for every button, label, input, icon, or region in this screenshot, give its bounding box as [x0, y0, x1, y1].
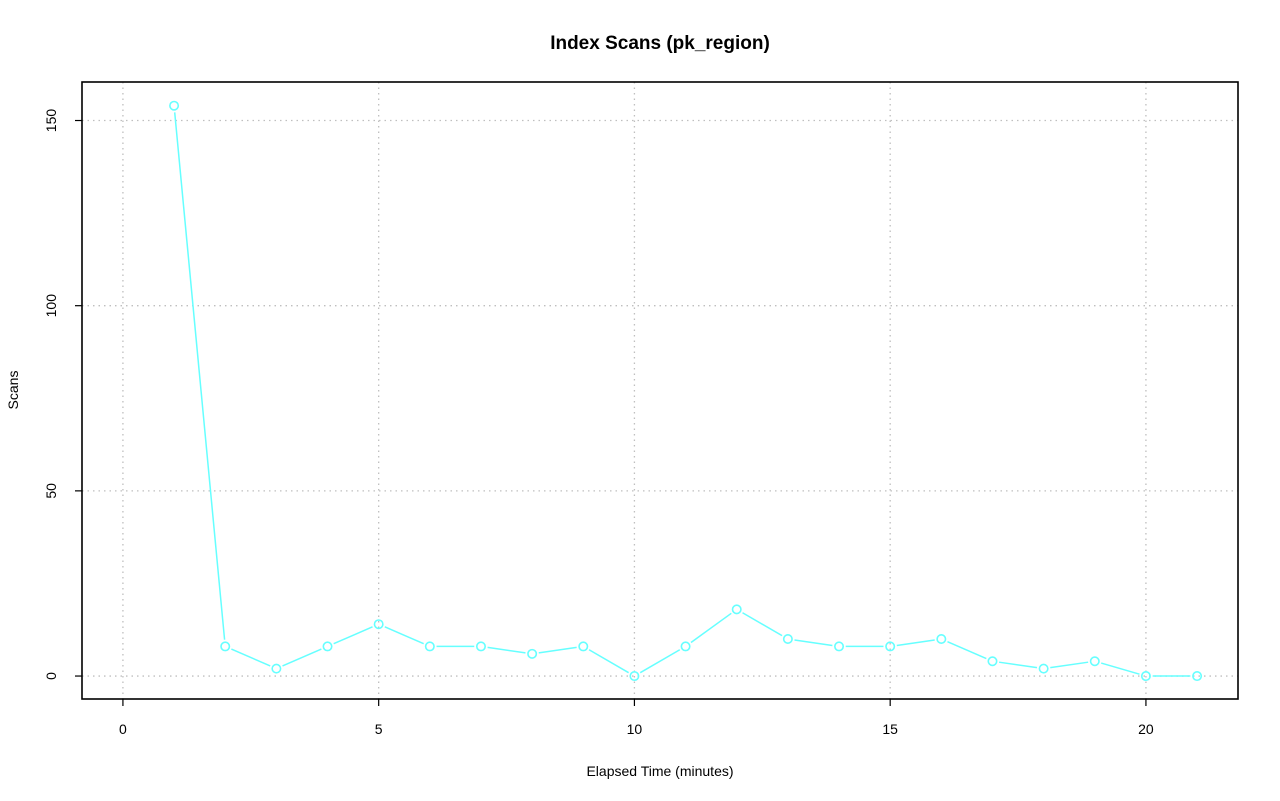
data-point	[680, 641, 691, 652]
series-line-segment	[1101, 662, 1140, 675]
data-point	[169, 100, 180, 111]
series-line-segment	[896, 639, 935, 647]
series-line-segment	[639, 649, 681, 674]
series-line-segment	[282, 648, 322, 667]
data-point	[527, 648, 538, 659]
data-point	[782, 634, 793, 645]
data-point	[322, 641, 333, 652]
y-tick-label: 150	[43, 109, 59, 133]
series-line-segment	[999, 661, 1038, 669]
data-point	[424, 641, 435, 652]
data-point	[731, 604, 742, 615]
x-tick-label: 5	[375, 721, 383, 737]
series-line-segment	[947, 640, 987, 660]
x-tick-label: 20	[1138, 721, 1154, 737]
series-line-segment	[333, 626, 373, 645]
y-tick-label: 50	[43, 483, 59, 499]
data-point	[220, 641, 231, 652]
series-line-segment	[538, 646, 577, 654]
series-line-segment	[384, 626, 424, 645]
data-point	[1140, 671, 1151, 682]
data-point	[834, 641, 845, 652]
data-point	[629, 671, 640, 682]
data-point	[885, 641, 896, 652]
series-line-segment	[173, 112, 226, 640]
y-axis-label: Scans	[5, 371, 21, 410]
x-axis: 0 5 10 15 20	[119, 699, 1154, 737]
x-axis-label: Elapsed Time (minutes)	[586, 763, 733, 779]
series-line-segment	[588, 649, 630, 674]
series-layer	[169, 100, 1203, 682]
data-point	[987, 656, 998, 667]
data-point	[475, 641, 486, 652]
chart-title: Index Scans (pk_region)	[550, 33, 770, 54]
data-point	[1089, 656, 1100, 667]
x-tick-label: 10	[627, 721, 643, 737]
data-point	[1038, 663, 1049, 674]
series-line-segment	[742, 612, 783, 637]
data-point	[271, 663, 282, 674]
series-line-segment	[231, 648, 271, 667]
grid-lines	[82, 82, 1238, 699]
x-tick-label: 0	[119, 721, 127, 737]
x-tick-label: 15	[882, 721, 898, 737]
plot-frame	[81, 81, 1239, 700]
y-tick-label: 0	[43, 672, 59, 680]
data-point	[373, 619, 384, 630]
series-line-segment	[1050, 661, 1089, 669]
data-point	[936, 634, 947, 645]
series-line-segment	[794, 639, 833, 647]
data-point	[1192, 671, 1203, 682]
y-axis: 0 50 100 150	[43, 109, 82, 680]
series-line-segment	[690, 612, 732, 644]
y-tick-label: 100	[43, 294, 59, 318]
data-point	[578, 641, 589, 652]
series-line-segment	[487, 646, 526, 654]
